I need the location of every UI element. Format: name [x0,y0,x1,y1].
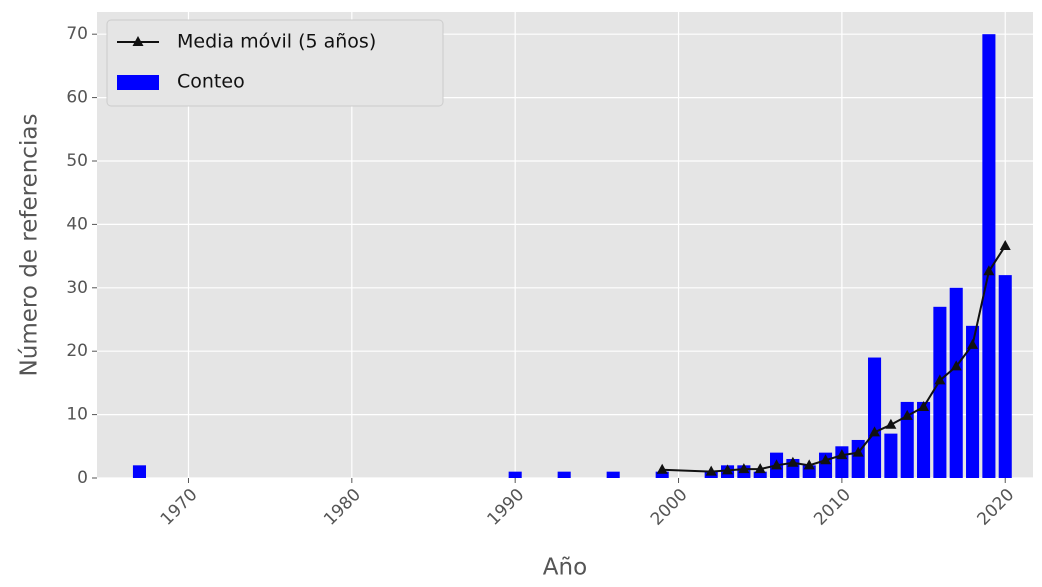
y-tick-label: 20 [66,341,88,361]
bar [508,471,522,478]
bar [900,401,914,478]
x-tick-label: 1970 [157,485,202,530]
bar [655,471,669,478]
marker [656,463,668,474]
bar [132,465,147,478]
marker [999,239,1011,250]
y-tick-label: 0 [77,468,88,488]
marker [918,400,930,411]
y-tick-label: 50 [66,151,88,171]
y-tick-label: 10 [66,405,88,425]
marker [967,338,979,349]
legend-box [106,19,444,107]
y-tick-label: 40 [66,214,88,234]
bar [557,471,571,478]
bar [606,471,620,478]
legend-label: Conteo [177,71,245,93]
marker [885,418,897,429]
bar [917,401,931,478]
marker [852,446,864,457]
x-tick-label: 1990 [484,485,529,530]
marker [901,409,913,420]
marker [869,426,881,437]
x-tick-label: 2010 [810,485,855,530]
x-tick-label: 2000 [647,485,692,530]
bar [884,433,898,478]
y-axis-label: Número de referencias [17,114,43,377]
marker [983,265,995,276]
marker [722,464,734,475]
marker [820,454,832,465]
y-tick-label: 30 [66,278,88,298]
legend-label: Media móvil (5 años) [177,31,376,53]
marker [738,463,750,474]
x-tick-label: 2020 [974,485,1019,530]
bar [998,275,1012,478]
legend-marker [132,36,144,46]
bar [933,306,947,478]
bar [966,325,980,478]
y-tick-label: 70 [66,24,88,44]
marker [771,459,783,470]
marker [787,456,799,467]
marker [705,465,717,476]
bar [753,471,767,478]
x-axis-label: Año [543,555,587,581]
legend-swatch [117,75,159,90]
bar [982,34,996,478]
marker [836,449,848,460]
bar [949,287,963,478]
marker [803,459,815,470]
bar [868,357,882,478]
marker [950,360,962,371]
marker [934,374,946,385]
x-tick-label: 1980 [320,485,365,530]
marker [754,463,766,474]
y-tick-label: 60 [66,88,88,108]
